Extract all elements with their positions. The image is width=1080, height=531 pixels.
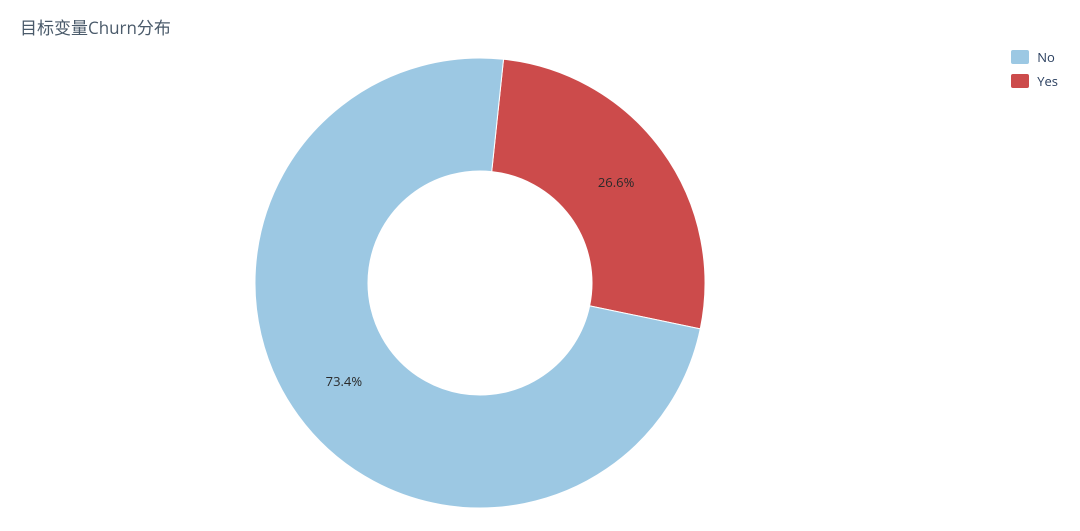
chart-title: 目标变量Churn分布 [20,14,171,39]
legend-item-no[interactable]: No [1011,48,1058,66]
legend-swatch [1011,74,1029,88]
donut-chart: 26.6% 73.4% [0,48,960,518]
chart-legend: No Yes [1011,48,1058,96]
legend-label: Yes [1037,72,1058,90]
chart-container: { "chart": { "type": "donut", "title": "… [0,0,1080,531]
legend-label: No [1037,48,1055,66]
legend-item-yes[interactable]: Yes [1011,72,1058,90]
slice-label-yes: 26.6% [598,173,635,191]
donut-slice-yes[interactable] [492,59,705,329]
slice-label-no: 73.4% [326,372,363,390]
legend-swatch [1011,50,1029,64]
